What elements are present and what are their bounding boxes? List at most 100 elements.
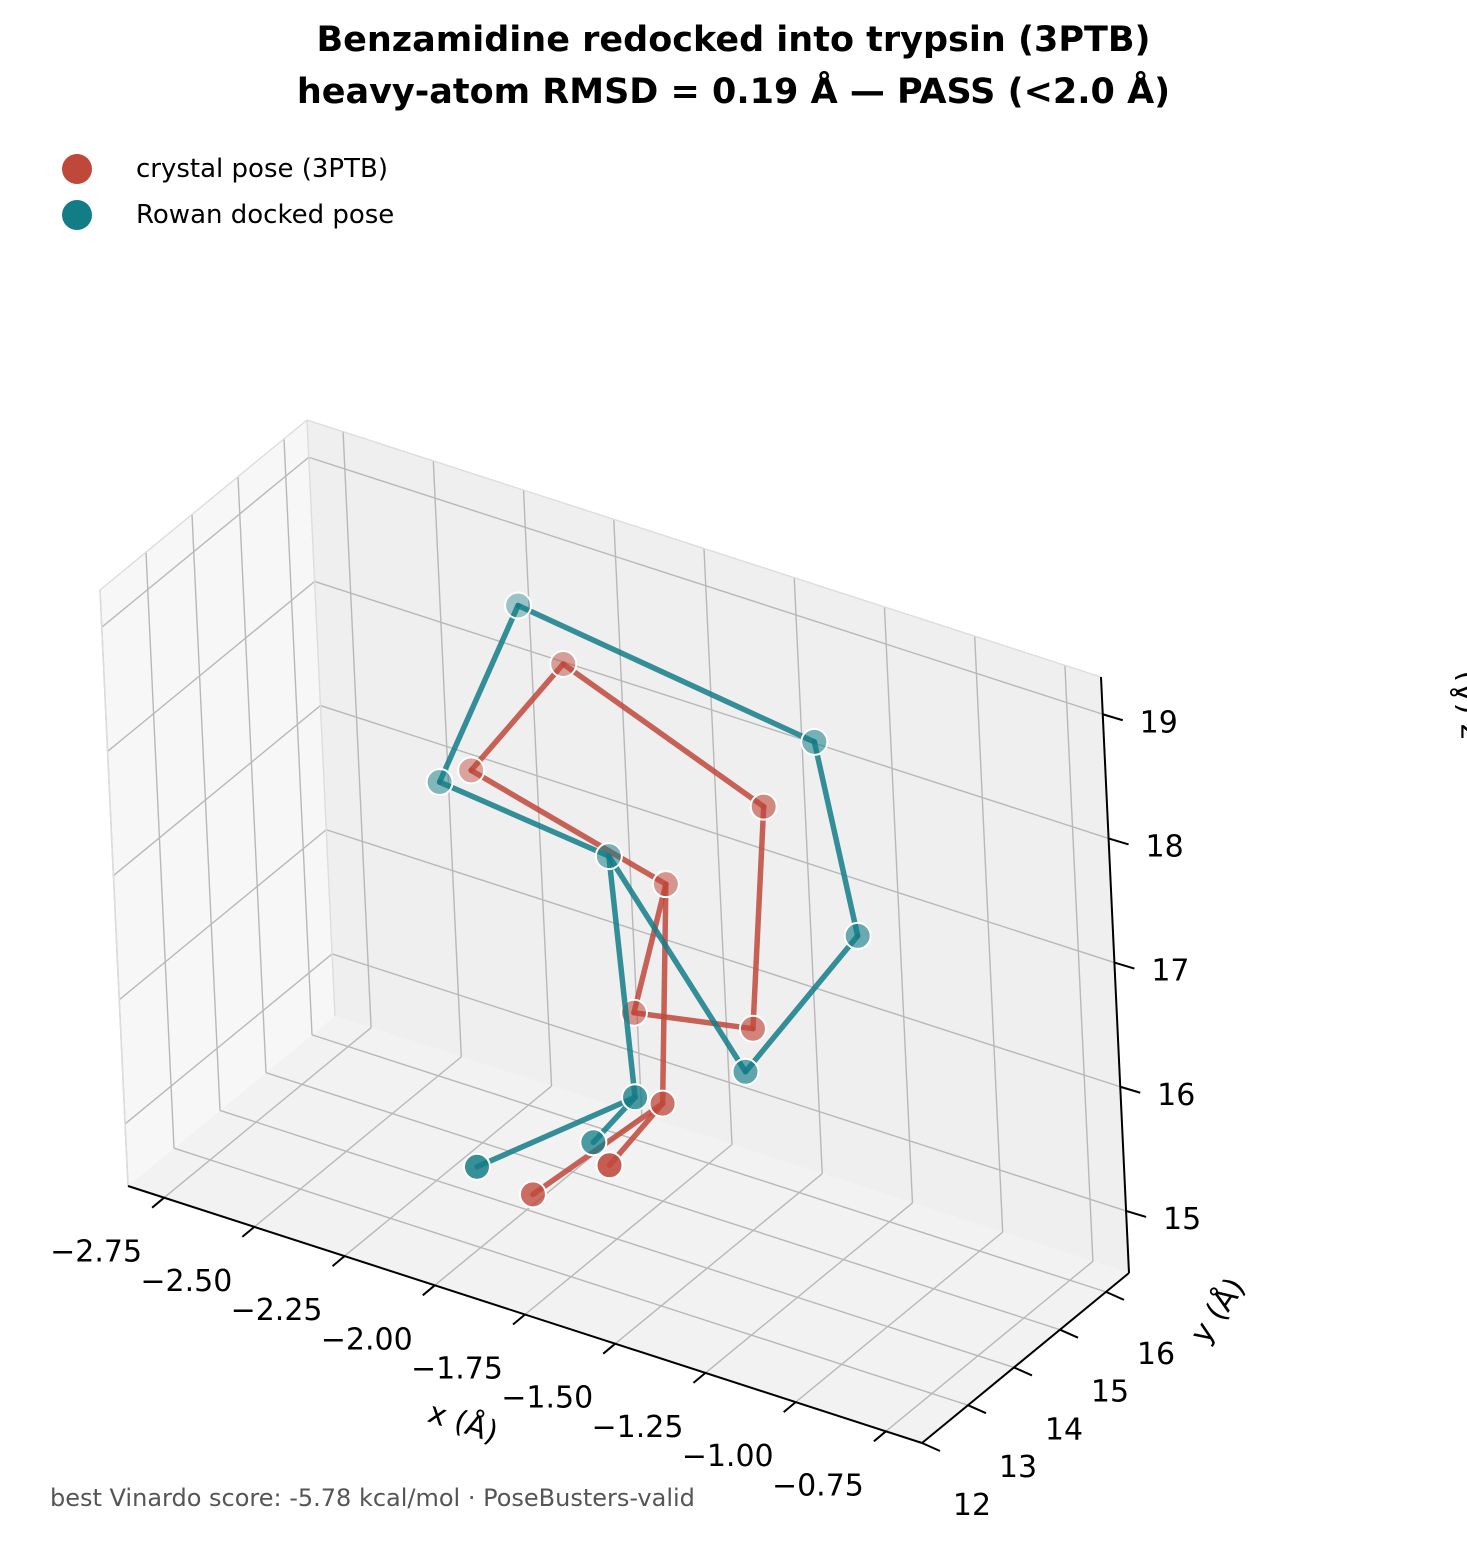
atom-crystal <box>648 1089 677 1118</box>
y-tick-label: 14 <box>1045 1412 1083 1447</box>
bond-docked <box>436 602 521 785</box>
grid-z-left <box>107 580 316 752</box>
z-tick-mark <box>1102 713 1124 722</box>
atom-crystal <box>549 649 578 678</box>
bond-crystal <box>468 767 669 887</box>
pane-edge <box>306 419 336 1017</box>
bond-docked <box>811 739 861 939</box>
footer-note: best Vinardo score: -5.78 kcal/mol · Pos… <box>50 1484 695 1512</box>
bond-docked <box>742 933 861 1075</box>
x-tick-mark <box>331 1255 346 1267</box>
bond-docked <box>436 779 612 859</box>
legend-entry-crystal: crystal pose (3PTB) <box>62 146 394 192</box>
grid-x-floor <box>524 1143 733 1316</box>
z-tick-label: 15 <box>1163 1202 1201 1237</box>
grid-x-back <box>342 431 372 1028</box>
grid-y-floor <box>173 1147 969 1406</box>
atom-docked <box>731 1057 760 1086</box>
grid-x-floor <box>344 1085 552 1257</box>
legend-entry-docked: Rowan docked pose <box>62 192 394 238</box>
grid-x-floor <box>795 1231 1004 1403</box>
grid-z-back <box>314 580 1109 840</box>
y-tick-mark <box>1013 1366 1033 1377</box>
z-tick-mark <box>1114 961 1135 970</box>
pane-edge <box>306 419 1102 678</box>
x-tick-mark <box>692 1372 707 1384</box>
grid-x-floor <box>614 1173 823 1345</box>
grid-y-left <box>191 514 221 1111</box>
y-tick-mark <box>921 1442 941 1452</box>
z-axis-label: z (Å) <box>1450 670 1467 739</box>
x-tick-mark <box>602 1342 616 1355</box>
x-tick-label: −2.75 <box>50 1235 142 1270</box>
bond-docked <box>606 853 749 1075</box>
grid-z-left <box>124 953 333 1125</box>
atom-crystal <box>738 1014 767 1043</box>
x-tick-mark <box>241 1226 255 1238</box>
bond-crystal <box>659 881 669 1107</box>
grid-z-back <box>308 456 1103 715</box>
atom-docked <box>594 842 623 871</box>
grid-x-floor <box>163 1027 372 1199</box>
x-tick-label: −1.25 <box>591 1410 683 1445</box>
z-tick-label: 19 <box>1140 705 1178 740</box>
bond-crystal <box>560 661 767 810</box>
x-tick-label: −0.75 <box>772 1468 864 1503</box>
grid-y-floor <box>311 1034 1107 1293</box>
pane-edge <box>99 419 308 591</box>
legend: crystal pose (3PTB) Rowan docked pose <box>62 146 394 238</box>
grid-x-back <box>522 490 553 1087</box>
y-tick-mark <box>1059 1328 1079 1339</box>
atom-docked <box>621 1083 650 1112</box>
atom-docked <box>843 921 872 950</box>
y-tick-label: 13 <box>999 1450 1037 1485</box>
z-tick-label: 16 <box>1157 1078 1195 1113</box>
grid-z-back <box>326 829 1121 1088</box>
chart-title-block: Benzamidine redocked into trypsin (3PTB)… <box>0 14 1467 118</box>
y-tick-label: 12 <box>953 1488 991 1523</box>
atom-docked <box>800 727 829 756</box>
grid-z-left <box>112 705 321 877</box>
x-tick-label: −2.00 <box>321 1322 413 1357</box>
y-tick-label: 16 <box>1137 1337 1175 1372</box>
atom-docked <box>425 768 454 797</box>
grid-y-left <box>237 476 267 1073</box>
atom-crystal <box>595 1151 624 1180</box>
bond-docked <box>606 853 638 1101</box>
grid-x-back <box>973 636 1004 1233</box>
x-axis-label: x (Å) <box>424 1394 503 1450</box>
legend-label-docked: Rowan docked pose <box>136 200 395 230</box>
legend-marker-crystal <box>62 154 92 184</box>
atom-docked <box>462 1152 491 1181</box>
grid-y-floor <box>265 1072 1061 1331</box>
y-axis-label: y (Å) <box>1183 1271 1253 1350</box>
pane-edge <box>99 589 129 1187</box>
z-tick-mark <box>1119 1085 1141 1094</box>
x-tick-label: −1.00 <box>682 1439 774 1474</box>
bond-crystal <box>468 661 566 774</box>
grid-x-floor <box>885 1260 1094 1432</box>
chart-subtitle: heavy-atom RMSD = 0.19 Å — PASS (<2.0 Å) <box>296 72 1171 112</box>
bond-docked <box>474 1094 638 1170</box>
bond-crystal <box>750 803 767 1032</box>
atom-docked <box>579 1128 608 1157</box>
z-tick-label: 18 <box>1145 829 1183 864</box>
grid-y-floor <box>219 1109 1015 1369</box>
y-axis-line <box>921 1272 1130 1444</box>
z-tick-label: 17 <box>1151 954 1189 989</box>
atom-crystal <box>457 756 486 785</box>
x-tick-label: −2.25 <box>231 1293 323 1328</box>
legend-marker-docked <box>62 200 92 230</box>
z-tick-mark <box>1125 1209 1147 1218</box>
z-tick-mark <box>1108 837 1129 846</box>
grid-y-left <box>145 552 175 1149</box>
chart-title: Benzamidine redocked into trypsin (3PTB) <box>316 20 1151 60</box>
bond-crystal <box>631 881 669 1016</box>
grid-x-back <box>793 577 823 1174</box>
grid-x-floor <box>705 1202 913 1374</box>
atom-crystal <box>651 870 680 899</box>
y-tick-mark <box>1105 1290 1125 1301</box>
bond-docked <box>515 602 818 745</box>
bond-crystal <box>631 1010 756 1032</box>
